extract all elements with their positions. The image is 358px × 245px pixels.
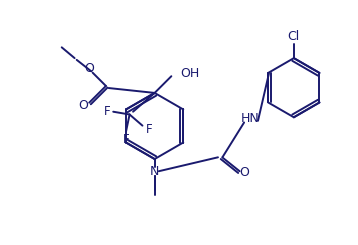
Text: O: O xyxy=(240,166,250,179)
Text: F: F xyxy=(145,123,152,136)
Text: O: O xyxy=(84,62,94,75)
Text: F: F xyxy=(104,105,110,118)
Text: F: F xyxy=(123,133,129,146)
Text: Cl: Cl xyxy=(288,30,300,43)
Text: OH: OH xyxy=(180,67,200,80)
Text: O: O xyxy=(79,99,88,112)
Text: N: N xyxy=(150,165,159,178)
Text: HN: HN xyxy=(241,112,260,125)
